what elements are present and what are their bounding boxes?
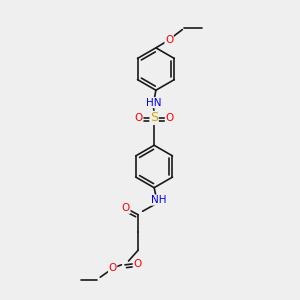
- Text: HN: HN: [146, 98, 161, 108]
- Text: O: O: [122, 203, 130, 213]
- Text: O: O: [133, 259, 142, 269]
- Text: O: O: [165, 113, 174, 123]
- Text: O: O: [135, 113, 143, 123]
- Text: O: O: [165, 34, 173, 45]
- Text: NH: NH: [151, 195, 166, 205]
- Text: S: S: [150, 111, 158, 124]
- Text: O: O: [109, 263, 117, 273]
